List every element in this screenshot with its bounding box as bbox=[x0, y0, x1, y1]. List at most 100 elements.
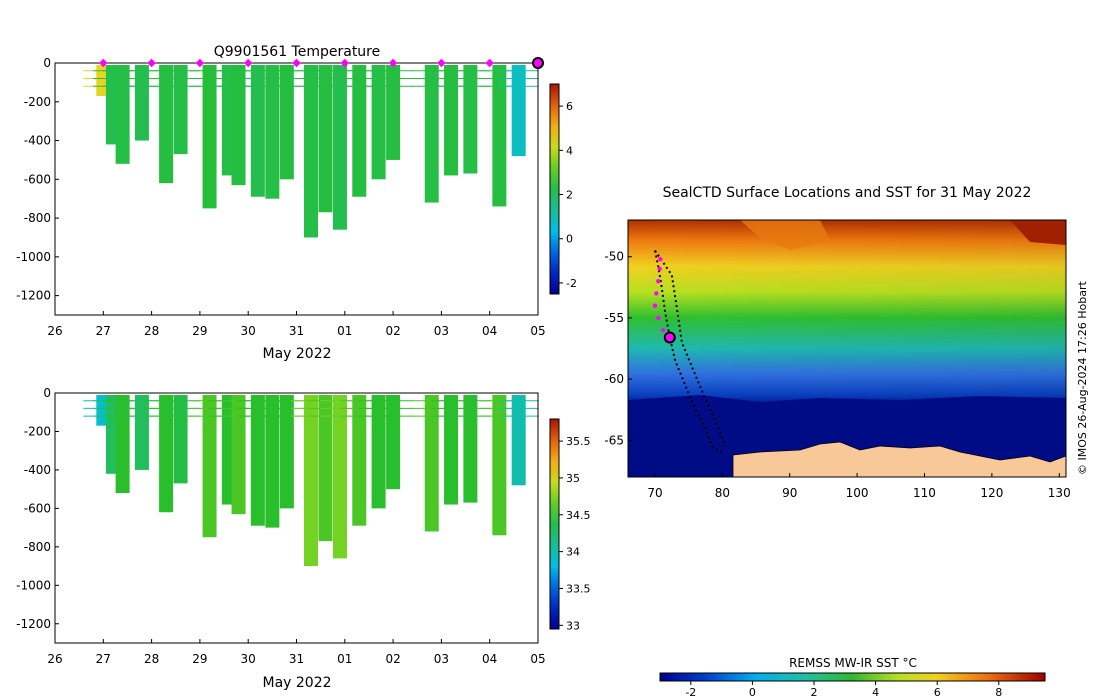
map-x-tick-label: 130 bbox=[1048, 486, 1071, 500]
surface-marker bbox=[485, 58, 494, 68]
sst-colorbar-tick-label: 8 bbox=[995, 686, 1002, 699]
profile-bar bbox=[371, 395, 386, 509]
track-line bbox=[654, 250, 727, 447]
profile-bar bbox=[303, 65, 318, 238]
x-tick-label: 29 bbox=[192, 652, 207, 666]
latest-surface-marker bbox=[532, 57, 544, 69]
colorbar-tick-label: 35.5 bbox=[566, 435, 591, 448]
surface-marker bbox=[388, 58, 398, 68]
sst-colorbar-ticks: -2 0 2 4 6 8 bbox=[685, 681, 1002, 699]
x-tick-label: 29 bbox=[192, 324, 207, 338]
temperature-title: Q9901561 Temperature bbox=[214, 44, 381, 60]
temperature-x-ticks: 26 27 28 29 30 31 01 02 03 04 05 bbox=[47, 311, 546, 338]
profile-bar bbox=[444, 395, 459, 505]
map-y-ticks: -50 -55 -60 -65 bbox=[604, 250, 632, 447]
x-tick-label: 28 bbox=[144, 324, 159, 338]
latest-position bbox=[663, 331, 676, 344]
map-y-tick-label: -50 bbox=[604, 250, 624, 264]
salinity-x-ticks: 26 27 28 29 30 31 01 02 03 04 05 bbox=[47, 639, 546, 666]
sst-colorbar-tick-label: -2 bbox=[685, 686, 696, 699]
x-tick-label: 01 bbox=[337, 652, 352, 666]
salinity-xlabel: May 2022 bbox=[262, 675, 331, 691]
profile-bar bbox=[250, 395, 265, 526]
temperature-profiles bbox=[83, 65, 539, 238]
recent-position bbox=[656, 278, 661, 284]
x-tick-label: 03 bbox=[434, 652, 449, 666]
x-tick-label: 04 bbox=[482, 324, 497, 338]
profile-bar bbox=[492, 395, 507, 536]
x-tick-label: 31 bbox=[289, 652, 304, 666]
surface-marker bbox=[99, 58, 108, 68]
surface-marker bbox=[292, 58, 301, 68]
sst-map-panel: SealCTD Surface Locations and SST for 31… bbox=[604, 185, 1089, 699]
recent-position bbox=[654, 291, 659, 296]
recent-position bbox=[658, 256, 663, 262]
surface-marker bbox=[437, 58, 446, 68]
salinity-colorbar-ticks: 35.5 35 34.5 34 33.5 33 bbox=[559, 435, 591, 632]
warm-patch-east bbox=[1010, 220, 1066, 245]
colorbar-tick-label: 6 bbox=[566, 100, 573, 113]
temperature-xlabel: May 2022 bbox=[262, 346, 331, 362]
map-axes-frame bbox=[627, 219, 1067, 478]
x-tick-label: 01 bbox=[337, 324, 352, 338]
map-y-tick-label: -65 bbox=[604, 433, 624, 447]
profile-bar bbox=[332, 395, 347, 559]
profile-bar bbox=[159, 395, 174, 513]
recent-position bbox=[660, 327, 666, 333]
surface-marker bbox=[195, 58, 205, 68]
colorbar-tick-label: 4 bbox=[566, 144, 573, 157]
x-tick-label: 30 bbox=[241, 652, 256, 666]
profile-bar bbox=[265, 65, 280, 199]
temperature-y-ticks: 0 -200 -400 -600 -800 -1000 -1200 bbox=[16, 56, 59, 303]
antarctica-land bbox=[732, 441, 1066, 477]
warm-patch bbox=[740, 220, 830, 250]
seal-track bbox=[652, 250, 727, 454]
profile-bar bbox=[115, 395, 130, 493]
profile-bar bbox=[386, 65, 401, 160]
colorbar-tick-label: 34.5 bbox=[566, 509, 591, 522]
temperature-panel: Q9901561 Temperature 0 -200 -400 -600 -800 -1… bbox=[16, 44, 577, 362]
map-title: SealCTD Surface Locations and SST for 31… bbox=[663, 185, 1032, 201]
colorbar-tick-label: -2 bbox=[566, 277, 577, 290]
profile-bar bbox=[134, 65, 149, 141]
y-tick-label: -600 bbox=[24, 501, 51, 515]
x-tick-label: 26 bbox=[47, 324, 62, 338]
x-tick-label: 30 bbox=[241, 324, 256, 338]
x-tick-label: 05 bbox=[530, 324, 545, 338]
y-tick-label: -1200 bbox=[16, 617, 51, 631]
map-y-tick-label: -60 bbox=[604, 372, 624, 386]
temperature-colorbar: 6 4 2 0 -2 bbox=[549, 83, 577, 295]
profile-bar bbox=[231, 65, 246, 186]
profile-bar bbox=[371, 65, 386, 180]
profile-bar bbox=[134, 395, 149, 470]
x-tick-label: 05 bbox=[530, 652, 545, 666]
map-x-tick-label: 70 bbox=[647, 486, 662, 500]
profile-bar bbox=[352, 395, 367, 526]
salinity-profiles bbox=[83, 395, 539, 567]
profile-bar bbox=[279, 395, 294, 509]
profile-bar bbox=[332, 65, 347, 230]
profile-bar bbox=[511, 65, 526, 157]
salinity-y-ticks: 0 -200 -400 -600 -800 -1000 -1200 bbox=[16, 386, 59, 631]
profile-bar bbox=[386, 395, 401, 490]
colorbar-tick-label: 34 bbox=[566, 546, 580, 559]
profile-bar bbox=[231, 395, 246, 515]
y-tick-label: -400 bbox=[24, 463, 51, 477]
profile-bar bbox=[115, 65, 130, 164]
x-tick-label: 26 bbox=[47, 652, 62, 666]
y-tick-label: -200 bbox=[24, 95, 51, 109]
x-tick-label: 02 bbox=[385, 324, 400, 338]
map-y-tick-label: -55 bbox=[604, 311, 624, 325]
temperature-colorbar-ticks: 6 4 2 0 -2 bbox=[559, 100, 577, 290]
y-tick-label: -200 bbox=[24, 424, 51, 438]
y-tick-label: 0 bbox=[43, 386, 51, 400]
y-tick-label: -800 bbox=[24, 211, 51, 225]
sst-colorbar-tick-label: 2 bbox=[811, 686, 818, 699]
profile-bar bbox=[250, 65, 265, 197]
x-tick-label: 04 bbox=[482, 652, 497, 666]
x-tick-label: 27 bbox=[96, 652, 111, 666]
profile-bar bbox=[159, 65, 174, 184]
sst-colorbar-gradient bbox=[660, 673, 1045, 681]
y-tick-label: -800 bbox=[24, 540, 51, 554]
